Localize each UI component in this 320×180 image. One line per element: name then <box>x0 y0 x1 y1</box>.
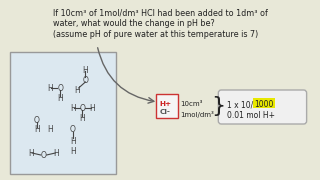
Text: If 10cm³ of 1mol/dm³ HCl had been added to 1dm³ of: If 10cm³ of 1mol/dm³ HCl had been added … <box>53 8 268 17</box>
Text: H: H <box>48 125 53 134</box>
Text: H: H <box>70 136 76 145</box>
FancyBboxPatch shape <box>218 90 307 124</box>
Text: 10cm³: 10cm³ <box>180 101 203 107</box>
Text: (assume pH of pure water at this temperature is 7): (assume pH of pure water at this tempera… <box>53 30 259 39</box>
Text: Cl-: Cl- <box>159 109 170 115</box>
Text: H: H <box>48 84 53 93</box>
Text: }: } <box>212 96 226 116</box>
Text: 0.01 mol H+: 0.01 mol H+ <box>227 111 275 120</box>
Text: O: O <box>83 75 88 84</box>
FancyBboxPatch shape <box>253 98 275 107</box>
Text: H: H <box>80 114 85 123</box>
FancyBboxPatch shape <box>10 52 116 174</box>
Text: 1mol/dm³: 1mol/dm³ <box>180 111 214 118</box>
Text: O: O <box>34 116 40 125</box>
Text: H: H <box>89 103 95 112</box>
Text: O: O <box>57 84 63 93</box>
Text: H: H <box>70 103 76 112</box>
Text: H: H <box>28 148 34 158</box>
Text: O: O <box>80 103 85 112</box>
Text: H: H <box>83 66 88 75</box>
Text: H: H <box>74 86 80 94</box>
Text: H: H <box>34 125 40 134</box>
Text: 1 x 10/: 1 x 10/ <box>227 100 253 109</box>
Text: H: H <box>53 148 59 158</box>
Text: O: O <box>41 150 47 159</box>
Text: water, what would the change in pH be?: water, what would the change in pH be? <box>53 19 215 28</box>
Text: O: O <box>70 125 76 134</box>
FancyBboxPatch shape <box>156 94 178 118</box>
Text: H: H <box>57 93 63 102</box>
Text: H+: H+ <box>159 101 171 107</box>
Text: H: H <box>70 147 76 156</box>
Text: 1000: 1000 <box>254 100 274 109</box>
